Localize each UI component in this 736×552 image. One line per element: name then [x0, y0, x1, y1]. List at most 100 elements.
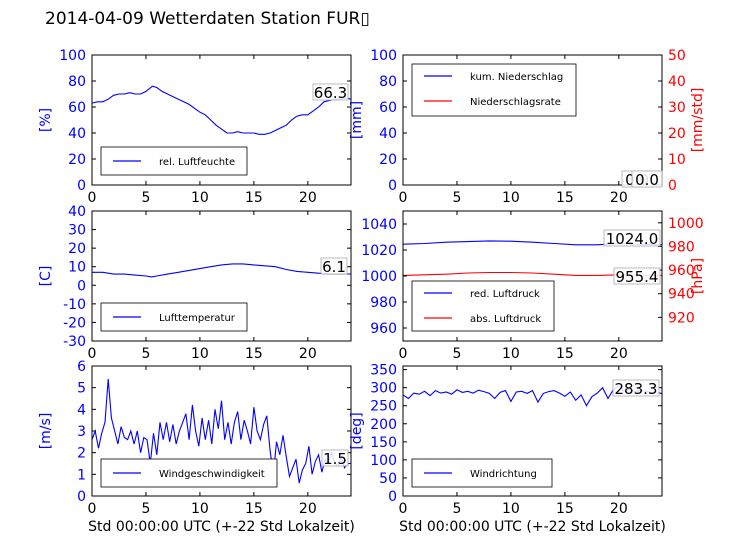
x-tick-label: 0 — [399, 190, 408, 206]
y-tick-label: 4 — [77, 402, 86, 418]
page-title: 2014-04-09 Wetterdaten Station FUR▯ — [45, 9, 370, 29]
x-tick-label: 10 — [502, 501, 520, 517]
x-tick-label: 15 — [556, 501, 574, 517]
y2-tick-label: 10 — [668, 152, 686, 168]
latest-value-box — [613, 267, 661, 285]
legend-label: abs. Luftdruck — [470, 314, 541, 325]
legend-label: kum. Niederschlag — [470, 72, 563, 83]
latest-value-box — [612, 379, 660, 397]
x-axis-label: Std 00:00:00 UTC (+-22 Std Lokalzeit) — [88, 519, 355, 535]
latest-value-label: 6.1 — [322, 258, 346, 276]
y-tick-label: 60 — [68, 100, 86, 116]
x-tick-label: 0 — [88, 346, 97, 362]
y2-tick-label: 1000 — [668, 216, 704, 232]
x-tick-label: 15 — [556, 190, 574, 206]
y-tick-label: 250 — [370, 399, 397, 415]
x-tick-label: 20 — [299, 190, 317, 206]
latest-value-label: 1024.0 — [606, 230, 659, 248]
x-tick-label: 10 — [191, 501, 209, 517]
y-tick-label: -30 — [63, 334, 86, 350]
plot-frame — [91, 210, 352, 342]
y-axis-label: [m/s] — [38, 413, 54, 450]
y-axis-label: [deg] — [349, 412, 365, 449]
latest-value-box — [312, 83, 349, 101]
panel-windspeed: 0 5 10 15 20 0 1 2 3 4 5 6 [m/s] 1.5 Windgeschwindigke… — [38, 359, 355, 535]
y-tick-label: 6 — [77, 359, 86, 375]
y-tick-label: 100 — [370, 48, 397, 64]
y-tick-label: 1000 — [361, 269, 397, 285]
latest-value-box — [320, 257, 348, 275]
panel-pressure: 0 5 10 15 20 960 980 1000 1020 1040 920 940 960 980 10… — [361, 210, 706, 362]
y-tick-label: 0 — [77, 178, 86, 194]
y-tick-label: 50 — [379, 471, 397, 487]
y-tick-label: 20 — [68, 241, 86, 257]
legend-label: Windrichtung — [470, 469, 537, 480]
x-tick-label: 15 — [556, 346, 574, 362]
legend-label: Windgeschwindigkeit — [159, 469, 265, 480]
y2-tick-label: 940 — [668, 287, 695, 303]
legend-label: Niederschlagsrate — [470, 97, 561, 108]
y2-tick-label: 30 — [668, 100, 686, 116]
y-tick-label: 200 — [370, 417, 397, 433]
latest-value-box — [631, 170, 663, 188]
panel-winddirection: 0 5 10 15 20050100150200250300350[deg]283.3W… — [349, 363, 666, 535]
plot-frame — [91, 54, 352, 186]
series-line-windspeed-0 — [91, 378, 351, 484]
x-tick-label: 0 — [88, 501, 97, 517]
y-tick-label: 350 — [370, 363, 397, 379]
legend-label: Lufttemperatur — [159, 313, 236, 324]
x-tick-label: 10 — [502, 190, 520, 206]
x-tick-label: 20 — [610, 501, 628, 517]
y2-tick-label: 960 — [668, 263, 695, 279]
y-tick-label: 0 — [388, 489, 397, 505]
legend-label: red. Luftdruck — [470, 289, 540, 300]
y-tick-label: 1 — [77, 467, 86, 483]
x-tick-label: 0 — [88, 190, 97, 206]
x-tick-label: 5 — [141, 501, 150, 517]
x-tick-label: 15 — [245, 190, 263, 206]
y-tick-label: 0 — [77, 278, 86, 294]
x-axis-label: Std 00:00:00 UTC (+-22 Std Lokalzeit) — [399, 519, 666, 535]
y-tick-label: -20 — [63, 315, 86, 331]
y-tick-label: 20 — [379, 152, 397, 168]
legend-label: rel. Luftfeuchte — [159, 157, 235, 168]
y2-tick-label: 20 — [668, 126, 686, 142]
y-tick-label: 980 — [370, 295, 397, 311]
x-tick-label: 0 — [399, 346, 408, 362]
latest-value-box — [321, 449, 349, 467]
y-tick-label: 5 — [77, 381, 86, 397]
series-line-temperature-0 — [92, 263, 351, 278]
y-tick-label: 40 — [68, 204, 86, 220]
y2-axis-label: [hPa] — [690, 258, 706, 294]
y-tick-label: 1020 — [361, 243, 397, 259]
y-tick-label: 0 — [77, 489, 86, 505]
y-axis-label: [mm] — [349, 101, 365, 139]
x-tick-label: 5 — [452, 190, 461, 206]
latest-value-label: 283.3 — [615, 380, 658, 398]
latest-value-box — [603, 229, 661, 247]
panel-humidity: 0 5 10 15 20 0 20 40 60 80 100 [%] 66.3 rel. Luftfeuc… — [38, 48, 352, 206]
x-tick-label: 5 — [141, 346, 150, 362]
x-tick-label: 20 — [610, 190, 628, 206]
y2-tick-label: 920 — [668, 310, 695, 326]
x-tick-label: 10 — [502, 346, 520, 362]
x-tick-label: 5 — [452, 346, 461, 362]
panel-temperature: 0 5 10 15 20 -30 -20 -10 0 10 20 30 40 [C] 6.1 Lufttemp… — [38, 204, 352, 362]
plot-frame — [402, 54, 663, 186]
legend-box — [411, 280, 555, 332]
y2-axis-label: [mm/std] — [690, 88, 706, 153]
latest-value-label: 66.3 — [314, 84, 347, 102]
plot-frame — [402, 365, 663, 497]
y-tick-label: 20 — [68, 152, 86, 168]
y-axis-label: [C] — [38, 266, 54, 287]
y2-tick-label: 0 — [668, 178, 677, 194]
y-tick-label: -10 — [63, 297, 86, 313]
y-tick-label: 40 — [68, 126, 86, 142]
y-tick-label: 2 — [77, 446, 86, 462]
y-tick-label: 150 — [370, 435, 397, 451]
y-tick-label: 300 — [370, 381, 397, 397]
x-tick-label: 5 — [452, 501, 461, 517]
y-tick-label: 40 — [379, 126, 397, 142]
latest-value-label: 955.4 — [616, 268, 659, 286]
legend-box — [411, 63, 577, 117]
